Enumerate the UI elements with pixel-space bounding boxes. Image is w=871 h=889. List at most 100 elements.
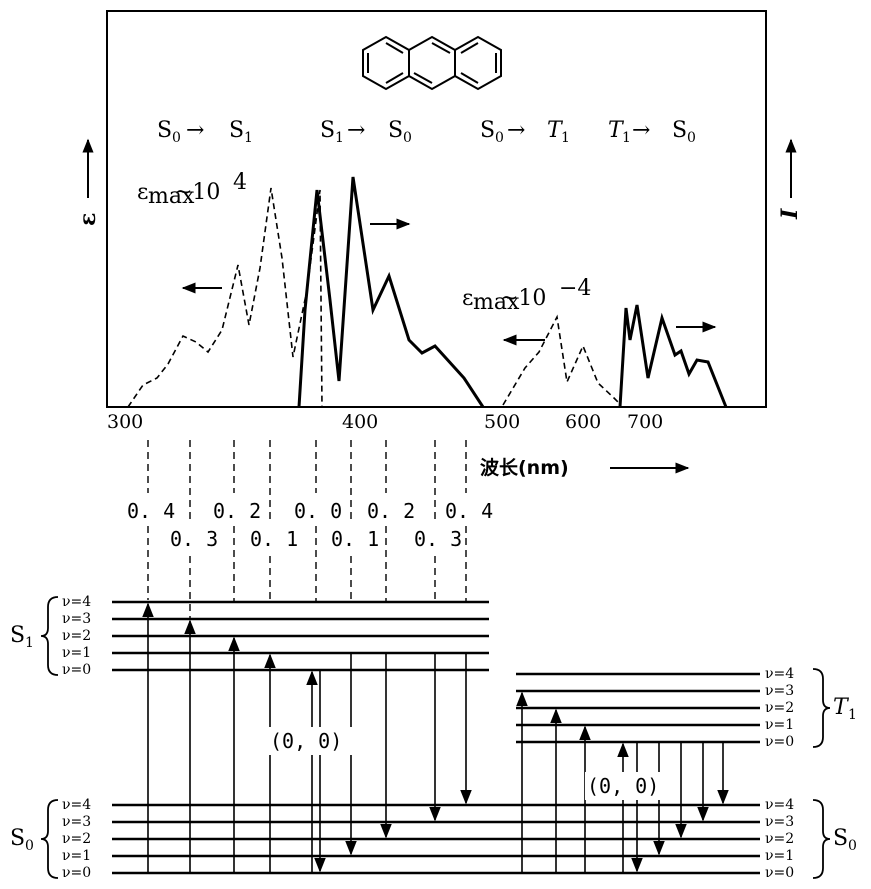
svg-text:S: S bbox=[480, 118, 495, 143]
svg-text:I: I bbox=[777, 208, 803, 220]
svg-text:S: S bbox=[388, 118, 403, 143]
zero-zero-label-right: (0, 0) bbox=[587, 774, 659, 798]
svg-text:ν=3: ν=3 bbox=[62, 814, 91, 830]
absorption-curve-s0-s1 bbox=[127, 187, 323, 408]
svg-text:ν=0: ν=0 bbox=[765, 865, 794, 881]
spectrum-frame bbox=[106, 10, 767, 408]
svg-text:−4: −4 bbox=[559, 276, 591, 301]
svg-text:ν=2: ν=2 bbox=[62, 831, 91, 847]
emission-curve-t1-s0 bbox=[618, 304, 728, 408]
svg-text:ν=4: ν=4 bbox=[765, 797, 794, 813]
svg-text:0: 0 bbox=[848, 838, 857, 854]
anthracene-structure bbox=[362, 35, 502, 91]
svg-text:→: → bbox=[507, 118, 525, 143]
connector-lines bbox=[147, 440, 467, 618]
y-axis-left-epsilon: ε bbox=[75, 138, 101, 226]
tick-600: 600 bbox=[565, 411, 601, 433]
y-axis-right-intensity: I bbox=[777, 138, 803, 220]
svg-text:ν=4: ν=4 bbox=[62, 594, 91, 610]
tick-500: 500 bbox=[484, 411, 520, 433]
svg-text:1: 1 bbox=[25, 635, 34, 651]
s1-level-labels: ν=4 ν=3 ν=2 ν=1 ν=0 bbox=[62, 594, 91, 678]
svg-text:ν=2: ν=2 bbox=[765, 700, 794, 716]
svg-text:0: 0 bbox=[25, 838, 34, 854]
svg-text:ν=1: ν=1 bbox=[62, 645, 91, 661]
s0-levels-left bbox=[112, 803, 760, 875]
svg-text:0: 0 bbox=[172, 130, 181, 146]
vib-label-em-0-2: 0. 2 bbox=[367, 499, 415, 523]
vib-label-abs-0-4: 0. 4 bbox=[127, 499, 175, 523]
state-label-s0-right: S 0 bbox=[833, 826, 857, 854]
svg-text:S: S bbox=[672, 118, 687, 143]
absorption-arrows-singlet bbox=[142, 602, 318, 873]
tick-400: 400 bbox=[342, 411, 378, 433]
state-label-s1: S 1 bbox=[10, 623, 34, 651]
svg-text:S: S bbox=[157, 118, 172, 143]
svg-text:4: 4 bbox=[233, 170, 247, 195]
svg-text:ν=0: ν=0 bbox=[765, 734, 794, 750]
t1-level-labels: ν=4 ν=3 ν=2 ν=1 ν=0 bbox=[765, 666, 794, 750]
svg-text:→: → bbox=[186, 118, 204, 143]
t1-levels bbox=[516, 672, 760, 744]
brace-s0-left bbox=[40, 799, 59, 879]
svg-text:max: max bbox=[148, 184, 195, 209]
annotation-epsilon-max-low: ε max ~10 −4 bbox=[462, 276, 591, 315]
svg-text:S: S bbox=[10, 623, 25, 648]
brace-s1 bbox=[40, 596, 59, 676]
svg-text:ε: ε bbox=[462, 286, 473, 311]
state-label-s0-left: S 0 bbox=[10, 826, 34, 854]
absorption-curve-s0-t1 bbox=[502, 314, 622, 406]
svg-text:ν=3: ν=3 bbox=[765, 683, 794, 699]
svg-text:S: S bbox=[320, 118, 335, 143]
svg-text:0: 0 bbox=[495, 130, 504, 146]
svg-text:0: 0 bbox=[403, 130, 412, 146]
svg-text:ν=3: ν=3 bbox=[62, 611, 91, 627]
emission-arrows-triplet bbox=[631, 742, 729, 873]
svg-text:0: 0 bbox=[687, 130, 696, 146]
svg-text:max: max bbox=[473, 290, 520, 315]
svg-text:ε: ε bbox=[75, 213, 101, 226]
svg-text:1: 1 bbox=[335, 130, 344, 146]
svg-text:→: → bbox=[347, 118, 365, 143]
svg-text:ν=1: ν=1 bbox=[765, 717, 794, 733]
vib-label-abs-0-3: 0. 3 bbox=[170, 527, 218, 551]
s0-level-labels-right: ν=4 ν=3 ν=2 ν=1 ν=0 bbox=[765, 797, 794, 881]
tick-300: 300 bbox=[107, 411, 143, 433]
svg-text:ν=0: ν=0 bbox=[62, 865, 91, 881]
svg-text:1: 1 bbox=[561, 130, 570, 146]
svg-text:ε: ε bbox=[137, 180, 148, 205]
s0-level-labels-left: ν=4 ν=3 ν=2 ν=1 ν=0 bbox=[62, 797, 91, 881]
s1-levels bbox=[112, 600, 489, 672]
svg-text:~10: ~10 bbox=[500, 286, 546, 311]
vib-label-em-0-1: 0. 1 bbox=[331, 527, 379, 551]
x-axis-label: 波长(nm) bbox=[480, 456, 569, 479]
brace-s0-right bbox=[812, 799, 831, 879]
transition-label-s0-t1: S 0 → T 1 bbox=[480, 118, 570, 146]
zero-zero-label-left: (0, 0) bbox=[270, 729, 342, 753]
svg-text:S: S bbox=[229, 118, 244, 143]
svg-text:T: T bbox=[608, 118, 625, 143]
svg-text:ν=2: ν=2 bbox=[62, 628, 91, 644]
transition-label-s1-s0: S 1 → S 0 bbox=[320, 118, 412, 146]
transition-label-t1-s0: T 1 → S 0 bbox=[608, 118, 696, 146]
vib-label-abs-0-2: 0. 2 bbox=[213, 499, 261, 523]
transition-label-s0-s1: S 0 → S 1 bbox=[157, 118, 253, 146]
vib-label-abs-0-1: 0. 1 bbox=[250, 527, 298, 551]
annotation-epsilon-max-high: ε max ~10 4 bbox=[137, 170, 247, 209]
svg-text:~10: ~10 bbox=[174, 180, 220, 205]
svg-text:ν=4: ν=4 bbox=[765, 666, 794, 682]
tick-700: 700 bbox=[627, 411, 663, 433]
svg-text:ν=3: ν=3 bbox=[765, 814, 794, 830]
svg-text:1: 1 bbox=[622, 130, 631, 146]
svg-text:ν=0: ν=0 bbox=[62, 662, 91, 678]
svg-text:ν=4: ν=4 bbox=[62, 797, 91, 813]
svg-text:ν=1: ν=1 bbox=[62, 848, 91, 864]
svg-text:→: → bbox=[632, 118, 650, 143]
state-label-t1: T 1 bbox=[833, 695, 857, 723]
svg-text:1: 1 bbox=[848, 707, 857, 723]
vib-label-em-0-4: 0. 4 bbox=[445, 499, 493, 523]
svg-text:S: S bbox=[833, 826, 848, 851]
svg-text:T: T bbox=[833, 695, 850, 720]
svg-text:1: 1 bbox=[244, 130, 253, 146]
